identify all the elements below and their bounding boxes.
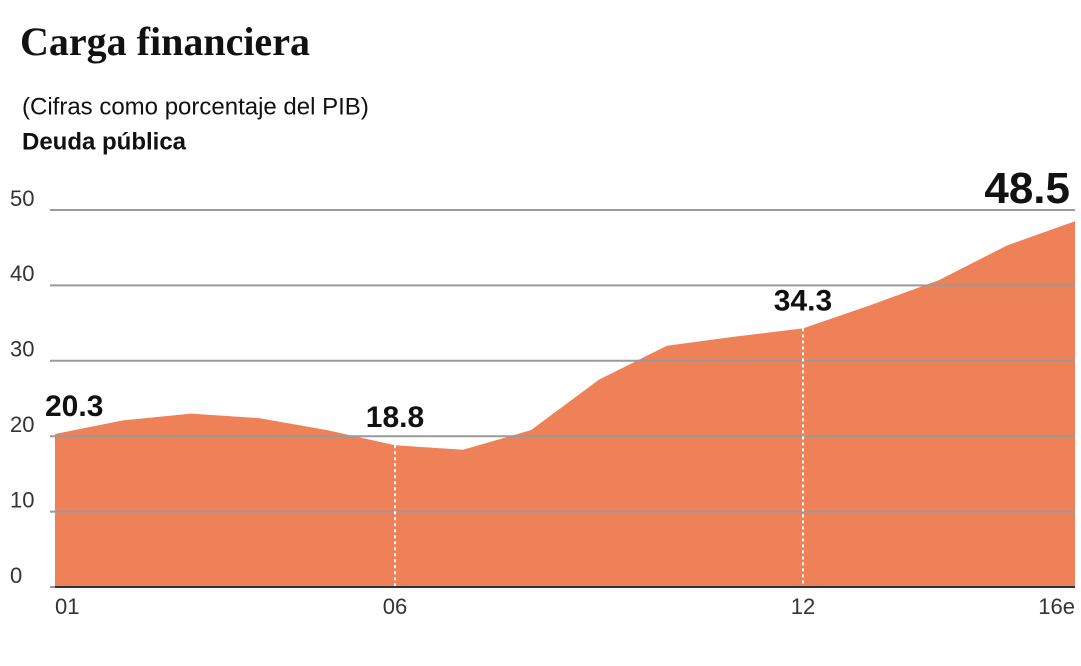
x-tick-label: 12 [791, 594, 815, 619]
y-tick-label: 10 [10, 487, 34, 512]
chart-title: Carga financiera [20, 19, 310, 64]
x-tick-label: 01 [55, 594, 79, 619]
chart-subtitle: (Cifras como porcentaje del PIB) [22, 93, 369, 120]
area [55, 221, 1075, 587]
x-tick-label: 06 [383, 594, 407, 619]
y-tick-label: 0 [10, 563, 22, 588]
data-label: 18.8 [366, 401, 424, 434]
y-tick-label: 50 [10, 186, 34, 211]
x-tick-label: 16e [1038, 594, 1075, 619]
data-label: 48.5 [984, 164, 1070, 213]
series-label: Deuda pública [22, 128, 187, 155]
y-tick-label: 30 [10, 337, 34, 362]
y-tick-label: 20 [10, 412, 34, 437]
data-label: 34.3 [774, 284, 832, 317]
y-tick-label: 40 [10, 261, 34, 286]
data-label: 20.3 [45, 390, 103, 423]
